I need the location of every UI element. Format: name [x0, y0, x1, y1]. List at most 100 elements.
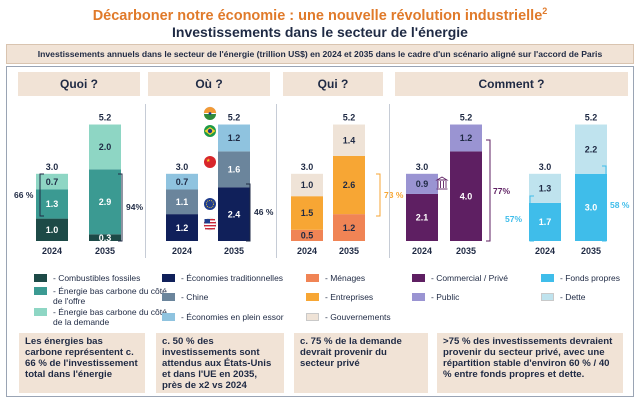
insight-card-quoi: Les énergies bas carbone représentent c.…: [19, 333, 145, 393]
subtitle: Investissements dans le secteur de l'éne…: [172, 24, 468, 40]
annotation-58: 58 %: [610, 200, 630, 210]
bar-segment: [89, 234, 121, 241]
bar-segment: [166, 189, 198, 215]
main-title: Décarboner notre économie : une nouvelle…: [0, 6, 640, 24]
legend-label: - Économies traditionnelles: [181, 273, 284, 283]
bracket-94: [118, 173, 123, 242]
legend-label: - Public: [431, 292, 460, 302]
bar-segment: [450, 124, 482, 152]
bar-value-label: 1.3: [46, 199, 59, 209]
x-tick-label: 2035: [339, 246, 359, 256]
legend-swatch: [541, 293, 554, 301]
bar-value-label: 2.6: [343, 180, 356, 190]
bar-value-label: 1.2: [460, 133, 473, 143]
bar-value-label: 2.1: [416, 213, 429, 223]
insight-card-qui: c. 75 % de la demande devrait provenir d…: [294, 333, 428, 393]
bar-segment: [291, 173, 323, 197]
bar-total-label: 5.2: [460, 113, 473, 123]
bar-segment: [166, 173, 198, 190]
bar-segment: [406, 193, 438, 241]
header-comment: Comment ?: [395, 72, 628, 96]
flag-china-icon: ★: [204, 156, 216, 168]
bar-segment: [218, 151, 250, 188]
bar-segment: [575, 124, 607, 174]
bar-total-label: 3.0: [416, 162, 429, 172]
title-text: Décarboner notre économie : une nouvelle…: [92, 7, 543, 24]
header-quoi: Quoi ?: [18, 72, 140, 96]
bar-segment: [218, 187, 250, 241]
legend-label: - Commercial / Privé: [431, 273, 508, 283]
bar-value-label: 4.0: [460, 191, 473, 201]
x-tick-label: 2035: [224, 246, 244, 256]
bracket-73: [376, 173, 381, 217]
legend-label: - Chine: [181, 292, 209, 302]
legend-swatch: [412, 274, 425, 282]
legend-swatch: [34, 287, 47, 295]
bar-segment: [450, 151, 482, 241]
legend-swatch: [162, 313, 175, 321]
legend-swatch: [541, 274, 554, 282]
annotation-66: 66 %: [14, 190, 34, 200]
bracket-77: [486, 139, 491, 242]
legend-label: - Énergie bas carbone du côté de la dema…: [53, 307, 167, 327]
bar-segment: [333, 124, 365, 156]
x-tick-label: 2035: [581, 246, 601, 256]
legend-label: - Fonds propres: [560, 273, 620, 283]
bar-value-label: 0.5: [301, 231, 314, 241]
x-tick-label: 2035: [456, 246, 476, 256]
legend-label: - Dette: [560, 292, 586, 302]
bar-segment: [333, 155, 365, 215]
bar-value-label: 2.0: [99, 142, 112, 152]
bar-total-label: 5.2: [343, 113, 356, 123]
x-tick-label: 2024: [412, 246, 432, 256]
legend-label: - Entreprises: [325, 292, 374, 302]
bar-value-label: 1.6: [228, 165, 241, 175]
flag-brazil-icon: [204, 125, 216, 137]
bar-segment: [333, 214, 365, 241]
legend-swatch: [306, 274, 319, 282]
legend-swatch: [162, 274, 175, 282]
bracket-46: [246, 183, 251, 242]
x-tick-label: 2035: [95, 246, 115, 256]
divider: [145, 104, 146, 258]
bar-total-label: 5.2: [99, 113, 112, 123]
bar-segment: [291, 196, 323, 230]
chart-banner: Investissements annuels dans le secteur …: [6, 44, 634, 64]
bar-total-label: 5.2: [585, 113, 598, 123]
bar-segment: [36, 189, 68, 219]
x-tick-label: 2024: [42, 246, 62, 256]
bracket-58: [602, 165, 607, 242]
flag-usa-icon: [203, 217, 217, 231]
bar-segment: [406, 173, 438, 194]
annotation-57: 57%: [505, 214, 522, 224]
legend-swatch: [306, 293, 319, 301]
bar-value-label: 1.2: [176, 223, 189, 233]
divider: [389, 104, 390, 258]
legend-swatch: [306, 313, 319, 321]
insight-card-ou: c. 50 % des investissements sont attendu…: [156, 333, 284, 393]
annotation-77: 77%: [493, 186, 510, 196]
bar-segment: [36, 173, 68, 190]
bar-total-label: 3.0: [46, 162, 59, 172]
annotation-46: 46 %: [254, 207, 274, 217]
divider: [276, 104, 277, 258]
bar-total-label: 3.0: [539, 162, 552, 172]
bar-segment: [36, 218, 68, 241]
flag-eu-icon: [204, 198, 216, 210]
legend-swatch: [412, 293, 425, 301]
bar-value-label: 3.0: [585, 203, 598, 213]
bar-total-label: 3.0: [301, 162, 314, 172]
title-footnote: 2: [542, 6, 548, 16]
legend-label: - Combustibles fossiles: [53, 273, 141, 283]
bar-value-label: 1.5: [301, 208, 314, 218]
bar-segment: [529, 173, 561, 203]
annotation-73: 73 %: [384, 190, 404, 200]
legend-label: - Énergie bas carbone du côté de l'offre: [53, 286, 167, 306]
legend-label: - Ménages: [325, 273, 366, 283]
x-tick-label: 2024: [172, 246, 192, 256]
legend-swatch: [34, 274, 47, 282]
bar-segment: [529, 202, 561, 241]
legend-label: - Économies en plein essor: [181, 312, 284, 322]
bar-value-label: 1.3: [539, 184, 552, 194]
